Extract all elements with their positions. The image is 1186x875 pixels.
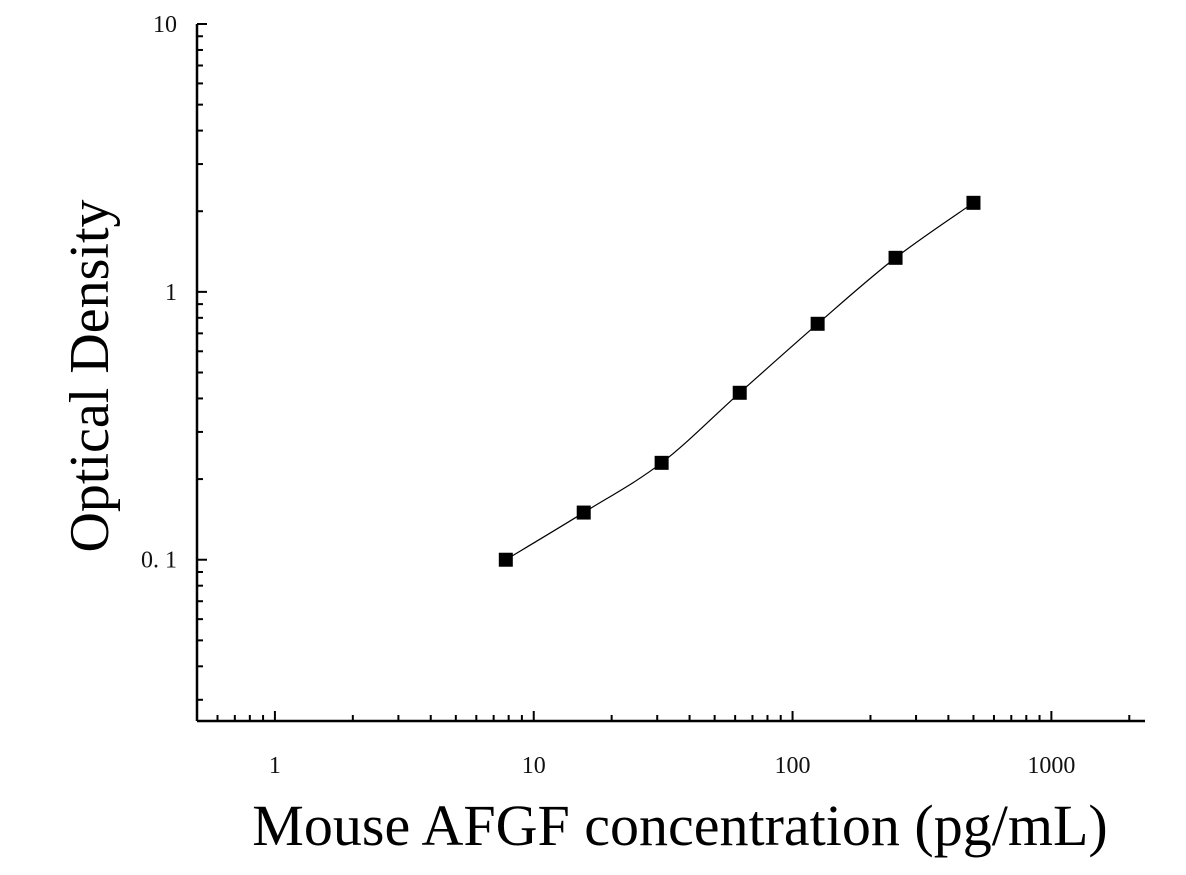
data-point <box>654 455 669 470</box>
axes <box>195 24 1145 723</box>
data-point <box>732 385 747 400</box>
y-tick-label: 0. 1 <box>141 548 177 574</box>
data-point <box>888 250 903 265</box>
x-tick-label: 1000 <box>1027 753 1075 779</box>
data-point <box>966 195 981 210</box>
data-point <box>498 552 513 567</box>
x-tick-label: 10 <box>522 753 546 779</box>
data-points <box>498 195 981 567</box>
y-tick-label: 10 <box>153 12 177 38</box>
x-tick-label: 1 <box>269 753 281 779</box>
y-tick-label: 1 <box>165 280 177 306</box>
plot-area <box>498 195 981 567</box>
data-point <box>810 316 825 331</box>
x-ticks: 1 10 100 1000 <box>196 711 1131 779</box>
fit-curve <box>505 202 974 561</box>
data-point <box>576 505 591 520</box>
y-axis-title: Optical Density <box>59 199 121 552</box>
x-tick-label: 100 <box>775 753 811 779</box>
y-ticks: 0. 1 1 10 <box>141 12 207 701</box>
x-axis-title: Mouse AFGF concentration (pg/mL) <box>252 793 1107 858</box>
